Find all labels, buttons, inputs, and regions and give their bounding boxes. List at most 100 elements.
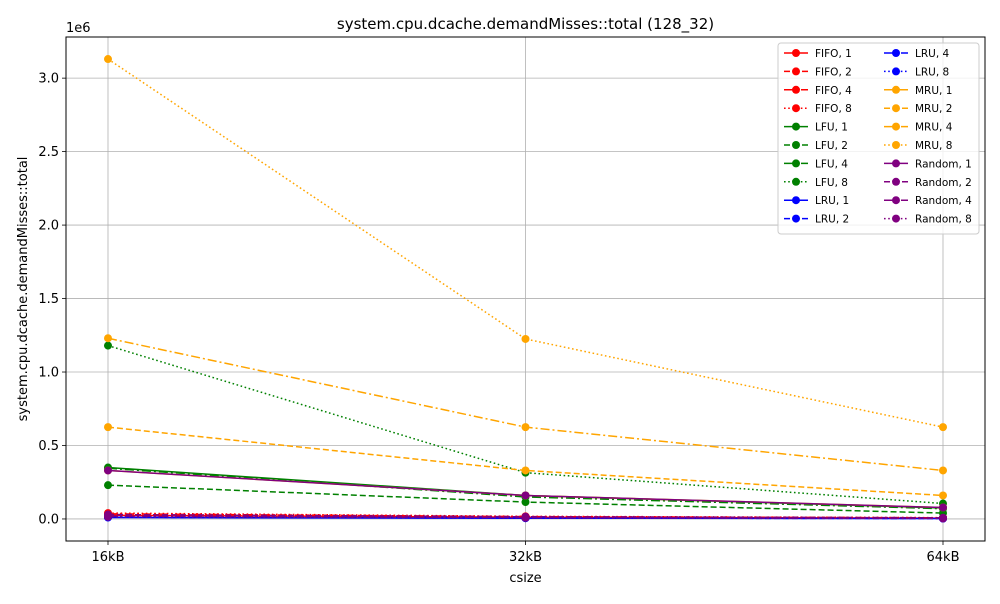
- legend-label: FIFO, 8: [815, 103, 852, 115]
- legend-entry: LRU, 1: [784, 195, 849, 207]
- legend-entry: Random, 1: [884, 158, 972, 170]
- legend-marker: [792, 85, 800, 94]
- legend-label: FIFO, 4: [815, 85, 852, 97]
- legend-label: MRU, 4: [915, 122, 953, 134]
- y-tick-label: 1.0: [38, 366, 59, 381]
- series-group: [104, 55, 947, 523]
- data-point: [521, 423, 530, 432]
- series-line: [107, 467, 944, 510]
- legend-marker: [892, 159, 900, 168]
- legend-label: FIFO, 2: [815, 66, 852, 78]
- legend-label: LRU, 4: [915, 48, 950, 60]
- legend-marker: [792, 49, 800, 57]
- y-tick-label: 2.5: [38, 145, 59, 160]
- x-tick-label: 16kB: [92, 550, 125, 565]
- legend-label: MRU, 1: [915, 85, 952, 97]
- legend-label: FIFO, 1: [815, 48, 852, 60]
- legend-entry: MRU, 2: [884, 103, 952, 115]
- data-point: [521, 491, 530, 500]
- y-tick-label: 1.5: [38, 292, 59, 307]
- legend-marker: [892, 196, 900, 205]
- data-point: [521, 334, 530, 343]
- data-point: [521, 513, 530, 522]
- legend-entry: LRU, 2: [784, 214, 849, 226]
- y-tick-label: 2.0: [38, 219, 59, 234]
- legend-marker: [792, 141, 800, 149]
- legend-marker: [892, 104, 900, 113]
- legend-marker: [792, 196, 800, 205]
- legend-marker: [792, 159, 800, 168]
- legend-marker: [792, 214, 800, 223]
- legend-label: LRU, 1: [815, 195, 849, 207]
- series-random-1: [104, 466, 947, 512]
- legend-label: LFU, 1: [815, 122, 848, 134]
- legend: FIFO, 1 FIFO, 2 FIFO, 4 FIFO, 8 LFU, 1 LFU, 2…: [777, 42, 980, 235]
- data-point: [521, 466, 530, 475]
- legend-marker: [892, 177, 900, 186]
- legend-label: MRU, 8: [915, 140, 952, 152]
- data-point: [104, 341, 112, 350]
- legend-marker: [892, 85, 900, 94]
- legend-label: LRU, 2: [815, 214, 849, 226]
- legend-entry: Random, 4: [884, 195, 972, 207]
- legend-marker: [892, 141, 900, 149]
- legend-box: [777, 42, 980, 235]
- x-axis-label: csize: [509, 571, 541, 586]
- data-point: [104, 334, 112, 343]
- legend-label: LFU, 4: [815, 158, 848, 170]
- legend-entry: Random, 2: [884, 177, 972, 189]
- legend-marker: [892, 49, 900, 57]
- x-tick-label: 32kB: [509, 550, 542, 565]
- data-point: [939, 514, 947, 523]
- y-axis-label: system.cpu.dcache.demandMisses::total: [16, 157, 31, 422]
- legend-entry: Random, 8: [884, 214, 972, 226]
- legend-marker: [892, 122, 900, 131]
- series-mru-8: [104, 55, 947, 432]
- axes: 16kB 32kB 64kB 0.0 0.5 1.0 1.5 2.0 2.5 3.0: [38, 72, 959, 565]
- series-line: [107, 512, 944, 519]
- legend-entry: MRU, 8: [884, 140, 952, 152]
- series-line: [107, 516, 944, 520]
- y-tick-label: 0.5: [38, 439, 59, 454]
- data-point: [939, 503, 947, 512]
- series-line: [107, 344, 944, 505]
- data-point: [104, 466, 112, 475]
- legend-marker: [892, 214, 900, 223]
- data-point: [104, 512, 112, 521]
- legend-entry: FIFO, 1: [784, 48, 852, 60]
- legend-label: Random, 2: [915, 177, 972, 189]
- legend-entry: FIFO, 8: [784, 103, 852, 115]
- legend-label: LFU, 2: [815, 140, 848, 152]
- legend-marker: [892, 67, 900, 76]
- y-tick-label: 0.0: [38, 512, 59, 527]
- series-mru-2: [104, 423, 947, 500]
- y-tick-label: 3.0: [38, 72, 59, 87]
- legend-marker: [792, 67, 800, 76]
- legend-marker: [792, 104, 800, 113]
- data-point: [104, 423, 112, 432]
- legend-entry: MRU, 1: [884, 85, 952, 97]
- series-random-8: [104, 512, 947, 523]
- series-mru-4: [104, 334, 947, 475]
- legend-label: LRU, 8: [915, 66, 949, 78]
- legend-label: Random, 1: [915, 158, 972, 170]
- legend-entry: LFU, 2: [784, 140, 848, 152]
- legend-label: Random, 4: [915, 195, 972, 207]
- legend-label: LFU, 8: [815, 177, 848, 189]
- legend-marker: [792, 122, 800, 131]
- legend-marker: [792, 177, 800, 186]
- chart-title: system.cpu.dcache.demandMisses::total (1…: [337, 15, 714, 34]
- legend-label: MRU, 2: [915, 103, 952, 115]
- legend-entry: FIFO, 2: [784, 66, 852, 78]
- legend-entry: LRU, 8: [884, 66, 949, 78]
- data-point: [939, 491, 947, 500]
- legend-entry: LRU, 4: [884, 48, 950, 60]
- x-tick-label: 64kB: [927, 550, 960, 565]
- y-offset-text: 1e6: [66, 21, 91, 36]
- legend-entry: LFU, 1: [784, 122, 848, 134]
- data-point: [104, 481, 112, 490]
- legend-label: Random, 8: [915, 214, 972, 226]
- data-point: [939, 466, 947, 475]
